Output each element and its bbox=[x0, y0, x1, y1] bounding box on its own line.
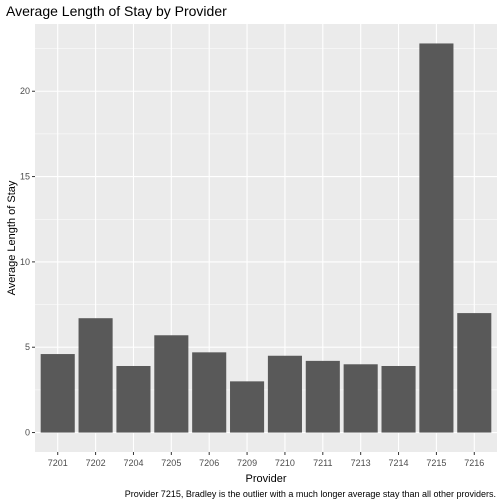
x-axis-ticks: 7201 7202 7204 7205 7206 7209 7210 7211 7213 7214… bbox=[48, 452, 484, 468]
bar-7201 bbox=[40, 354, 75, 433]
bar-7210 bbox=[267, 355, 302, 433]
x-tick-label: 7204 bbox=[123, 458, 143, 468]
y-tick-label: 20 bbox=[20, 86, 30, 96]
y-axis-title: Average Length of Stay bbox=[6, 180, 18, 295]
x-tick-label: 7205 bbox=[161, 458, 181, 468]
bars bbox=[40, 43, 492, 433]
x-axis-title: Provider bbox=[246, 473, 287, 485]
x-tick-label: 7206 bbox=[199, 458, 219, 468]
bar-7205 bbox=[154, 335, 189, 433]
bar-7211 bbox=[305, 360, 340, 433]
bar-7209 bbox=[230, 381, 265, 433]
bar-7202 bbox=[78, 318, 113, 433]
x-tick-label: 7209 bbox=[237, 458, 257, 468]
x-tick-label: 7215 bbox=[426, 458, 446, 468]
y-tick-label: 15 bbox=[20, 172, 30, 182]
x-tick-label: 7201 bbox=[48, 458, 68, 468]
bar-7215 bbox=[419, 43, 454, 433]
bar-7204 bbox=[116, 365, 151, 433]
x-tick-label: 7216 bbox=[464, 458, 484, 468]
y-tick-label: 5 bbox=[25, 342, 30, 352]
bar-7216 bbox=[457, 313, 492, 433]
chart-title: Average Length of Stay by Provider bbox=[6, 3, 227, 19]
chart-caption: Provider 7215, Bradley is the outlier wi… bbox=[125, 489, 496, 499]
bar-7214 bbox=[381, 365, 416, 433]
bar-7206 bbox=[192, 352, 227, 433]
x-tick-label: 7213 bbox=[351, 458, 371, 468]
x-tick-label: 7211 bbox=[313, 458, 332, 468]
y-axis-ticks: 0 5 10 15 20 bbox=[20, 86, 35, 438]
x-tick-label: 7214 bbox=[389, 458, 409, 468]
y-tick-label: 10 bbox=[20, 257, 30, 267]
x-tick-label: 7202 bbox=[86, 458, 106, 468]
y-tick-label: 0 bbox=[25, 428, 30, 438]
x-tick-label: 7210 bbox=[275, 458, 295, 468]
bar-7213 bbox=[343, 364, 378, 433]
